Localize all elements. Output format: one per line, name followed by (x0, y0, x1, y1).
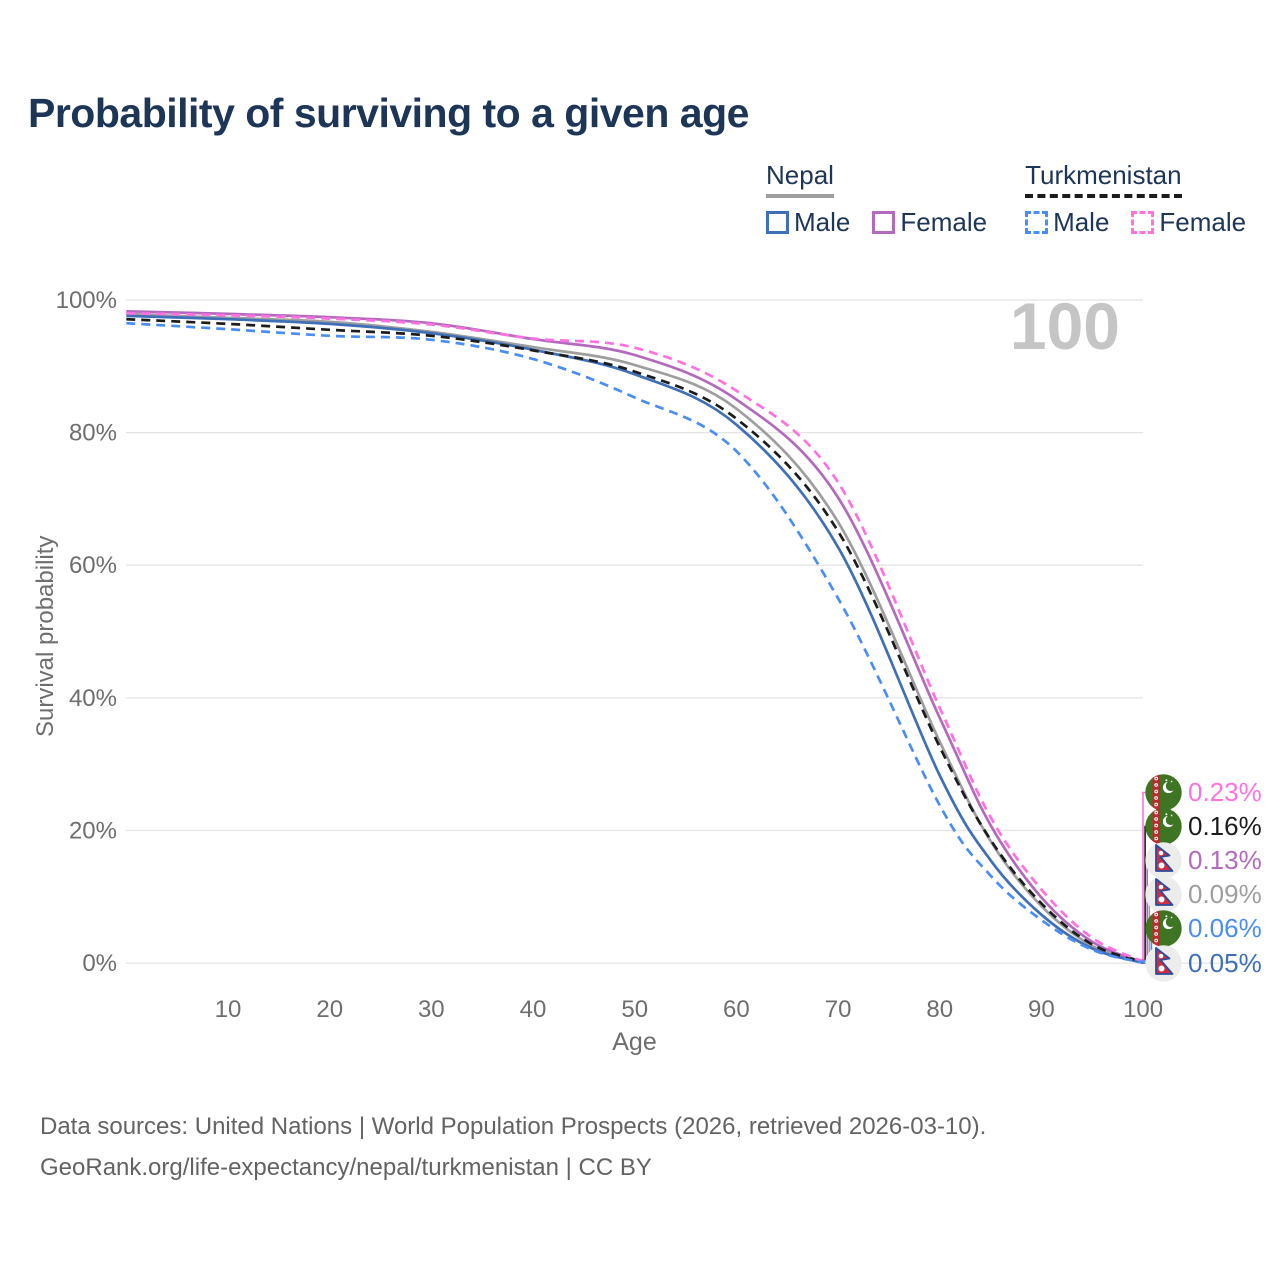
leader-lines (1141, 791, 1153, 964)
legend-group-nepal: Nepal Male Female (766, 160, 987, 238)
x-tick-100: 100 (1123, 996, 1163, 1023)
y-axis-title: Survival probability (32, 535, 59, 737)
x-axis-title: Age (612, 1028, 657, 1056)
legend-label-nepal-female: Female (900, 207, 988, 237)
legend-swatch-nepal-female (872, 211, 896, 234)
legend: Nepal Male Female Turkmenistan Male (766, 160, 1246, 238)
series-line-turkmenistan-male (126, 321, 1144, 965)
footer-data-sources: Data sources: United Nations | World Pop… (40, 1113, 987, 1140)
legend-group-title-turkmenistan: Turkmenistan (1025, 160, 1182, 198)
y-axis-tick-labels: 0% 20% 40% 60% 80% 100% (56, 287, 117, 977)
legend-items-nepal: Male Female (766, 207, 987, 238)
legend-item-turkmenistan-female: Female (1131, 207, 1246, 238)
legend-swatch-nepal-male (766, 211, 789, 234)
age-counter-watermark: 100 (1009, 289, 1120, 363)
series-line-nepal-male (126, 314, 1144, 965)
x-tick-20: 20 (316, 996, 343, 1023)
legend-label-turkmenistan-male: Male (1053, 207, 1110, 237)
legend-item-nepal-female: Female (872, 207, 987, 238)
y-tick-60: 60% (69, 552, 117, 579)
legend-group-title-nepal: Nepal (766, 160, 834, 198)
x-tick-80: 80 (926, 996, 953, 1023)
y-tick-100: 100% (56, 287, 117, 314)
legend-items-turkmenistan: Male Female (1025, 207, 1246, 238)
legend-item-nepal-male: Male (766, 207, 850, 238)
x-tick-40: 40 (520, 996, 547, 1023)
x-tick-60: 60 (723, 996, 750, 1023)
gridlines (126, 299, 1256, 964)
x-tick-70: 70 (825, 996, 852, 1023)
series-line-turkmenistan-both-sexes (126, 317, 1144, 964)
page-title: Probability of surviving to a given age (28, 90, 749, 136)
survival-curves (126, 309, 1144, 965)
legend-swatch-turkmenistan-female (1131, 211, 1155, 234)
legend-label-nepal-male: Male (794, 207, 851, 237)
x-tick-10: 10 (215, 996, 242, 1023)
x-axis-tick-labels: 10 20 30 40 50 60 70 80 90 100 (215, 996, 1163, 1023)
y-tick-80: 80% (69, 420, 117, 447)
y-tick-40: 40% (69, 685, 117, 712)
series-line-nepal-both-sexes (126, 312, 1144, 964)
series-line-turkmenistan-female (126, 311, 1144, 963)
x-tick-90: 90 (1028, 996, 1055, 1023)
series-line-nepal-female (126, 309, 1144, 964)
footer-attribution: GeoRank.org/life-expectancy/nepal/turkme… (40, 1154, 652, 1181)
legend-group-turkmenistan: Turkmenistan Male Female (1025, 160, 1246, 238)
y-tick-20: 20% (69, 818, 117, 845)
x-tick-50: 50 (621, 996, 648, 1023)
legend-label-turkmenistan-female: Female (1159, 207, 1247, 237)
x-tick-30: 30 (418, 996, 445, 1023)
legend-item-turkmenistan-male: Male (1025, 207, 1109, 238)
footer: Data sources: United Nations | World Pop… (40, 1106, 986, 1188)
legend-swatch-turkmenistan-male (1025, 211, 1049, 234)
y-tick-0: 0% (82, 950, 117, 977)
